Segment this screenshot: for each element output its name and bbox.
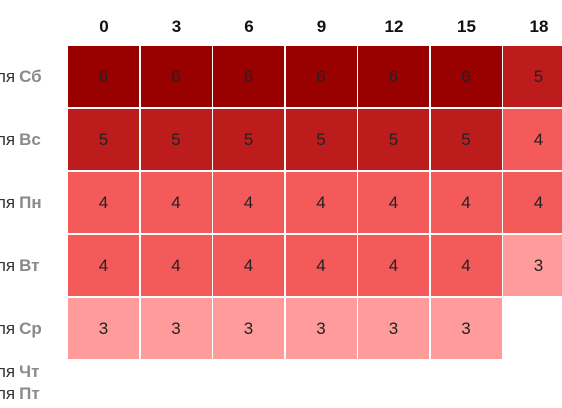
row-label: ля Вс [0, 130, 62, 150]
row-label-day: Пт [19, 384, 40, 403]
heatmap-cell: 4 [503, 172, 562, 233]
heatmap-cell: 4 [68, 235, 139, 296]
row-label: ля Вт [0, 256, 62, 276]
column-label: 9 [316, 17, 327, 36]
heatmap-cell: 5 [140, 109, 212, 170]
heatmap-cell: 5 [430, 109, 502, 170]
heatmap-cell: 6 [285, 46, 357, 107]
column-label: 15 [457, 17, 476, 36]
heatmap-cell: 4 [503, 109, 562, 170]
heatmap-cell: 6 [68, 46, 139, 107]
heatmap-cell: 4 [430, 235, 502, 296]
row-label-prefix: ля [0, 130, 16, 149]
heatmap-cell: 4 [358, 172, 429, 233]
row-label-prefix: ля [0, 193, 16, 212]
heatmap-cell: 4 [140, 172, 212, 233]
row-label-prefix: ля [0, 362, 16, 381]
heatmap-cell: 5 [68, 109, 139, 170]
heatmap-cell: 3 [503, 235, 562, 296]
row-label-prefix: ля [0, 67, 16, 86]
heatmap-cell: 4 [68, 172, 139, 233]
heatmap-cell: 6 [430, 46, 502, 107]
row-label-day: Сб [19, 67, 42, 86]
heatmap-cell: 4 [140, 235, 212, 296]
column-label: 18 [529, 17, 549, 36]
heatmap-cell: 3 [68, 298, 139, 359]
row-label-day: Пн [19, 193, 42, 212]
row-label: ля Ср [0, 319, 62, 339]
row-label-day: Чт [19, 362, 40, 381]
column-label: 6 [244, 17, 254, 36]
heatmap-cell: 3 [140, 298, 212, 359]
column-label: 3 [171, 17, 182, 36]
heatmap-cell: 3 [285, 298, 357, 359]
heatmap-cell: 5 [285, 109, 357, 170]
row-label-day: Ср [19, 319, 42, 338]
heatmap-cell: 6 [358, 46, 429, 107]
row-label: ля Чт [0, 362, 62, 382]
heatmap-cell: 4 [285, 235, 357, 296]
heatmap-cell: 5 [213, 109, 284, 170]
heatmap-cell: 6 [140, 46, 212, 107]
column-label: 0 [99, 17, 109, 36]
row-label: ля Пн [0, 193, 62, 213]
heatmap-cell: 3 [430, 298, 502, 359]
heatmap-cell: 4 [213, 235, 284, 296]
heatmap-cell: 3 [213, 298, 284, 359]
heatmap-cell: 5 [358, 109, 429, 170]
row-label-prefix: ля [0, 384, 16, 403]
row-label: ля Пт [0, 384, 62, 404]
heatmap-cell: 6 [213, 46, 284, 107]
heatmap-cell: 5 [503, 46, 562, 107]
heatmap-cell: 3 [358, 298, 429, 359]
row-label-day: Вт [19, 256, 40, 275]
heatmap-cell: 4 [430, 172, 502, 233]
heatmap-cell: 4 [213, 172, 284, 233]
row-label-day: Вс [19, 130, 41, 149]
row-label-prefix: ля [0, 256, 16, 275]
column-label: 12 [384, 17, 404, 36]
row-label: ля Сб [0, 67, 62, 87]
heatmap-cell: 4 [285, 172, 357, 233]
heatmap-cell: 4 [358, 235, 429, 296]
row-label-prefix: ля [0, 319, 16, 338]
